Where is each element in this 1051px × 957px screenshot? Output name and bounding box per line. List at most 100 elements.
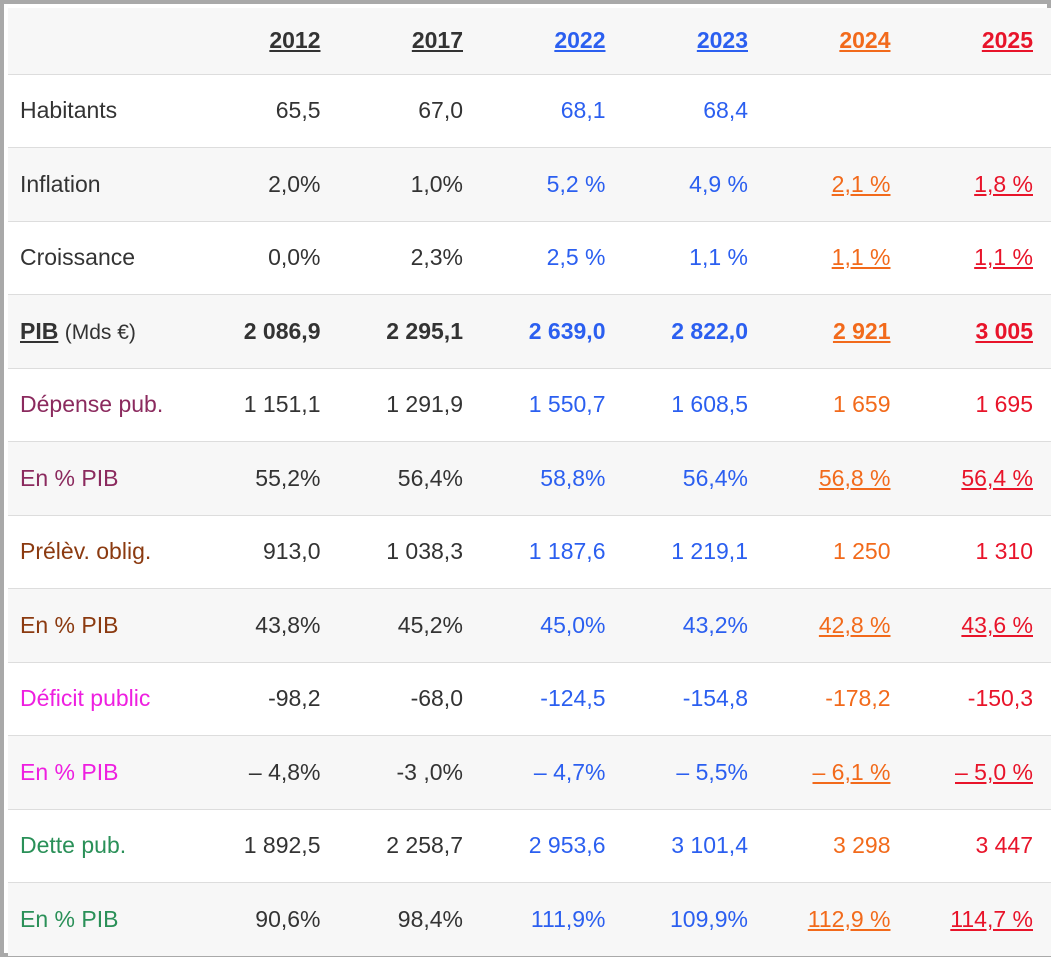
table-cell	[908, 74, 1051, 148]
table-cell: 4,9 %	[623, 147, 766, 222]
table-row: PIB (Mds €) 2 086,9 2 295,1 2 639,0 2 82…	[8, 294, 1051, 369]
table-row: Dépense pub. 1 151,1 1 291,9 1 550,7 1 6…	[8, 368, 1051, 442]
table-cell: 42,8 %	[766, 588, 909, 663]
table-cell: 2,5 %	[481, 221, 624, 295]
table-cell: 3 005	[908, 294, 1051, 369]
table-cell: 1 550,7	[481, 368, 624, 442]
table-cell: 109,9%	[669, 906, 748, 932]
table-cell: 90,6%	[255, 906, 321, 932]
table-cell: 65,5	[196, 74, 339, 148]
economic-data-table: 2012 2017 2022 2023 2024 2025 Habitants …	[8, 8, 1051, 956]
table-cell: 1,0%	[338, 147, 481, 222]
table-cell: 0,0%	[196, 221, 339, 295]
row-label: En % PIB	[8, 441, 196, 516]
table-cell: 2,1 %	[766, 147, 909, 222]
table-cell: 1,1 %	[908, 221, 1051, 295]
table-row: Dette pub. 1 892,5 2 258,7 2 953,6 3 101…	[8, 809, 1051, 883]
table-cell: 68,4	[623, 74, 766, 148]
table-cell: 913,0	[196, 515, 339, 589]
table-row: Prélèv. oblig. 913,0 1 038,3 1 187,6 1 2…	[8, 515, 1051, 589]
table-cell: – 4,8%	[196, 735, 339, 810]
table-cell: 112,9 %	[807, 906, 891, 932]
table-cell: 55,2%	[196, 441, 339, 516]
table-cell: -98,2	[196, 662, 339, 736]
year-header-2025: 2025	[908, 8, 1051, 75]
table-cell: 2 953,6	[481, 809, 624, 883]
table-cell: 114,7 %	[950, 906, 1033, 932]
table-row: Croissance 0,0% 2,3% 2,5 % 1,1 % 1,1 % 1…	[8, 221, 1051, 295]
row-label: Dépense pub.	[8, 368, 196, 442]
table-row: Habitants 65,5 67,0 68,1 68,4	[8, 74, 1051, 148]
table-cell: 56,8 %	[766, 441, 909, 516]
pib-unit: (Mds €)	[64, 320, 136, 344]
table-cell: 1 608,5	[623, 368, 766, 442]
table-row: En % PIB 55,2% 56,4% 58,8% 56,4% 56,8 % …	[8, 441, 1051, 516]
row-label: Inflation	[8, 147, 196, 222]
pib-label: PIB	[20, 317, 59, 344]
table-cell: 3 101,4	[623, 809, 766, 883]
table-cell: 56,4 %	[908, 441, 1051, 516]
table-cell: 45,2%	[338, 588, 481, 663]
table-cell: 2,0%	[196, 147, 339, 222]
table-cell: 3 298	[766, 809, 909, 883]
table-cell: 2 295,1	[338, 294, 481, 369]
table-cell: 1 695	[908, 368, 1051, 442]
table-cell: – 4,7%	[481, 735, 624, 810]
year-header-2017: 2017	[338, 8, 481, 75]
row-label: Habitants	[8, 74, 196, 148]
table-cell: 1 659	[766, 368, 909, 442]
table-cell: 2 921	[766, 294, 909, 369]
table-cell: 1 291,9	[338, 368, 481, 442]
table-cell: 56,4%	[338, 441, 481, 516]
table-cell: 43,2%	[623, 588, 766, 663]
table-cell: 1 219,1	[623, 515, 766, 589]
table-cell: 1 187,6	[481, 515, 624, 589]
table-cell: 2 822,0	[623, 294, 766, 369]
year-header-2022: 2022	[481, 8, 624, 75]
table-cell: -124,5	[481, 662, 624, 736]
table-cell: 3 447	[908, 809, 1051, 883]
table-cell: -154,8	[623, 662, 766, 736]
table-cell: 1 310	[908, 515, 1051, 589]
table-cell: 2 258,7	[338, 809, 481, 883]
row-label: En % PIB	[20, 906, 119, 932]
table-cell: 1 892,5	[196, 809, 339, 883]
year-header-2024: 2024	[766, 8, 909, 75]
table-row: En % PIB 90,6% 98,4% 111,9% 109,9% 112,9…	[8, 882, 1051, 956]
table-cell: 1,1 %	[623, 221, 766, 295]
table-row: Inflation 2,0% 1,0% 5,2 % 4,9 % 2,1 % 1,…	[8, 147, 1051, 222]
table-cell: 98,4%	[397, 906, 463, 932]
row-label: En % PIB	[8, 588, 196, 663]
table-row: En % PIB – 4,8% -3 ,0% – 4,7% – 5,5% – 6…	[8, 735, 1051, 810]
table-cell: 43,8%	[196, 588, 339, 663]
row-label: Dette pub.	[8, 809, 196, 883]
table-cell: 1,1 %	[766, 221, 909, 295]
year-header-2012: 2012	[196, 8, 339, 75]
table-cell: 5,2 %	[481, 147, 624, 222]
table-cell: 68,1	[481, 74, 624, 148]
table-cell: 43,6 %	[908, 588, 1051, 663]
table-cell: 2 639,0	[481, 294, 624, 369]
row-label: En % PIB	[8, 735, 196, 810]
table-cell: 1 038,3	[338, 515, 481, 589]
row-label: PIB (Mds €)	[8, 294, 196, 369]
row-label: Prélèv. oblig.	[8, 515, 196, 589]
table-cell: 1 250	[766, 515, 909, 589]
table-cell: 45,0%	[481, 588, 624, 663]
table-cell: 58,8%	[481, 441, 624, 516]
table-cell: 67,0	[338, 74, 481, 148]
header-row: 2012 2017 2022 2023 2024 2025	[8, 8, 1051, 75]
table-cell: -178,2	[766, 662, 909, 736]
row-label: Croissance	[8, 221, 196, 295]
table-cell: 1,8 %	[908, 147, 1051, 222]
table-cell: -150,3	[908, 662, 1051, 736]
table-cell: 1 151,1	[196, 368, 339, 442]
year-header-2023: 2023	[623, 8, 766, 75]
table-cell: – 5,0 %	[908, 735, 1051, 810]
table-cell	[766, 74, 909, 148]
table-cell: – 6,1 %	[766, 735, 909, 810]
table-row: Déficit public -98,2 -68,0 -124,5 -154,8…	[8, 662, 1051, 736]
table-cell: 2,3%	[338, 221, 481, 295]
header-label-cell	[8, 8, 196, 75]
